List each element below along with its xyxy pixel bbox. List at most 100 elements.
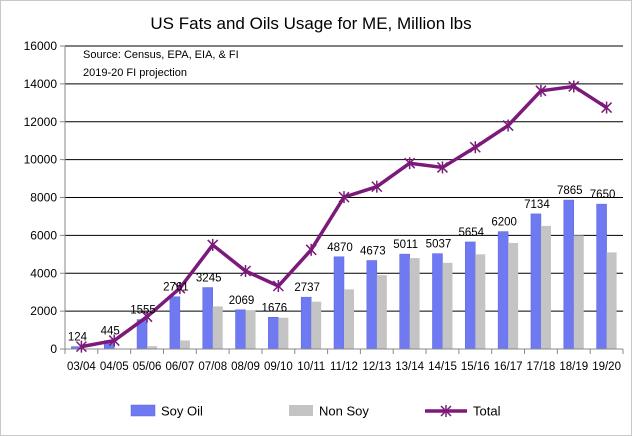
soy-oil-bar	[169, 296, 181, 350]
y-tick-label: 0	[50, 342, 57, 356]
non-soy-bar	[179, 340, 190, 349]
axes: 0 2000 4000 6000 8000 10000 12000 14000 16000 03/…	[24, 39, 624, 373]
y-tick-label: 2000	[30, 304, 57, 318]
soy-oil-bar	[432, 253, 443, 350]
source-note-line-2: 2019-20 FI projection	[83, 67, 187, 79]
legend-swatch-non-soy	[289, 405, 313, 416]
x-tick-label: 10/11	[297, 361, 325, 373]
soy-oil-data-label: 1555	[130, 305, 156, 317]
y-tick-label: 8000	[30, 191, 57, 205]
x-tick-label: 05/06	[133, 361, 162, 373]
x-tick-label: 03/04	[67, 361, 96, 373]
x-tick-label: 13/14	[395, 361, 424, 373]
soy-oil-bar	[333, 256, 345, 350]
total-point	[404, 157, 416, 170]
soy-oil-bar	[399, 253, 410, 350]
legend-marker-total	[440, 405, 452, 417]
non-soy-bar	[212, 306, 223, 349]
non-soy-bar	[278, 317, 289, 349]
total-point	[305, 243, 317, 256]
x-tick-label: 19/20	[592, 361, 621, 373]
soy-oil-bar	[530, 213, 542, 350]
y-tick-label: 12000	[24, 115, 58, 129]
x-tick-label: 15/16	[461, 361, 490, 373]
x-tick-label: 18/19	[559, 361, 588, 373]
total-point	[272, 280, 284, 293]
x-tick-label: 11/12	[330, 361, 358, 373]
bars	[71, 199, 617, 350]
soy-oil-bar	[235, 309, 246, 350]
source-note-line-1: Source: Census, EPA, EIA, & FI	[83, 49, 239, 61]
non-soy-bar	[508, 242, 519, 349]
total-point	[174, 282, 186, 295]
total-point	[436, 161, 449, 174]
soy-oil-data-label: 7650	[590, 189, 616, 201]
soy-oil-bar	[465, 241, 476, 350]
legend-swatch-soy-oil	[130, 404, 156, 417]
soy-oil-data-label: 5654	[458, 227, 484, 239]
non-soy-bar	[475, 254, 486, 349]
x-tick-label: 17/18	[527, 361, 556, 373]
soy-oil-data-label: 7134	[524, 199, 550, 211]
y-tick-label: 10000	[24, 153, 58, 167]
x-tick-label: 09/10	[264, 361, 293, 373]
soy-oil-bar	[563, 199, 575, 350]
legend-label-total: Total	[473, 404, 501, 419]
soy-oil-bar	[300, 296, 312, 350]
non-soy-bar	[147, 346, 158, 349]
soy-oil-bar	[202, 287, 213, 350]
total-point	[371, 180, 383, 193]
legend: Soy Oil Non Soy Total	[130, 404, 501, 419]
soy-oil-data-label: 124	[68, 332, 88, 344]
soy-oil-data-label: 3245	[196, 273, 222, 285]
non-soy-bar	[606, 252, 617, 349]
soy-oil-bar	[366, 260, 378, 350]
soy-oil-data-label: 2761	[163, 282, 189, 294]
soy-oil-data-label: 2069	[229, 295, 255, 307]
source-note: Source: Census, EPA, EIA, & FI 2019-20 F…	[83, 49, 239, 79]
soy-oil-data-label: 4673	[360, 246, 386, 258]
soy-oil-data-label: 6200	[491, 217, 517, 229]
y-tick-label: 6000	[30, 228, 57, 242]
x-tick-label: 07/08	[198, 361, 227, 373]
soy-oil-data-label: 4870	[327, 242, 353, 254]
soy-oil-data-label: 7865	[557, 185, 583, 197]
total-point	[338, 191, 350, 204]
x-tick-label: 06/07	[165, 361, 194, 373]
soy-oil-bar	[596, 203, 607, 350]
total-point	[75, 340, 87, 353]
x-tick-label: 16/17	[494, 361, 523, 373]
non-soy-bar	[311, 301, 322, 349]
x-tick-label: 08/09	[231, 361, 260, 373]
non-soy-bar	[442, 262, 453, 349]
y-tick-label: 14000	[24, 77, 58, 91]
soy-oil-data-label: 1676	[262, 302, 288, 314]
x-tick-label: 12/13	[362, 361, 391, 373]
total-point	[568, 80, 580, 93]
soy-oil-data-label: 5011	[393, 239, 418, 251]
non-soy-bar	[344, 289, 354, 349]
total-point	[502, 119, 514, 132]
non-soy-bar	[376, 275, 387, 349]
legend-label-soy-oil: Soy Oil	[161, 404, 203, 419]
soy-oil-data-label: 445	[101, 326, 120, 338]
total-point	[601, 101, 613, 114]
legend-label-non-soy: Non Soy	[319, 404, 369, 419]
total-point	[141, 310, 153, 323]
soy-oil-bar	[268, 317, 279, 350]
non-soy-bar	[245, 310, 256, 349]
soy-oil-data-label: 2737	[294, 282, 320, 294]
x-tick-label: 14/15	[428, 361, 457, 373]
y-tick-label: 16000	[24, 39, 58, 53]
x-tick-label: 04/05	[100, 361, 129, 373]
non-soy-bar	[409, 258, 420, 349]
total-point	[239, 264, 252, 277]
total-line	[75, 80, 613, 353]
soy-oil-bar	[497, 231, 509, 350]
total-point	[207, 238, 219, 251]
chart-title: US Fats and Oils Usage for ME, Million l…	[150, 14, 471, 33]
soy-oil-data-label: 5037	[426, 239, 452, 251]
non-soy-bar	[573, 235, 584, 349]
